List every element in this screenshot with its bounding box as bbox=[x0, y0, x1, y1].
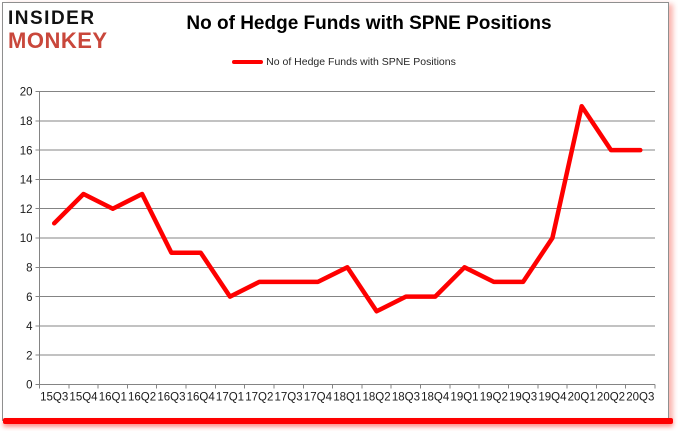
svg-text:18Q2: 18Q2 bbox=[363, 392, 391, 404]
insider-monkey-logo: INSIDER MONKEY bbox=[8, 9, 108, 52]
legend: No of Hedge Funds with SPNE Positions bbox=[40, 56, 648, 68]
svg-text:15Q3: 15Q3 bbox=[40, 392, 68, 404]
logo-insider-text: INSIDER bbox=[8, 8, 96, 29]
svg-text:8: 8 bbox=[26, 263, 32, 275]
svg-text:18Q4: 18Q4 bbox=[421, 392, 450, 404]
svg-text:20Q2: 20Q2 bbox=[597, 392, 625, 404]
svg-text:15Q4: 15Q4 bbox=[69, 392, 98, 404]
svg-text:4: 4 bbox=[26, 321, 33, 333]
svg-text:19Q4: 19Q4 bbox=[538, 392, 567, 404]
legend-label: No of Hedge Funds with SPNE Positions bbox=[266, 56, 456, 68]
svg-text:17Q3: 17Q3 bbox=[275, 392, 303, 404]
svg-text:20Q3: 20Q3 bbox=[626, 392, 654, 404]
svg-text:19Q1: 19Q1 bbox=[450, 392, 478, 404]
svg-text:0: 0 bbox=[26, 380, 32, 392]
svg-text:16Q4: 16Q4 bbox=[187, 392, 216, 404]
svg-text:19Q3: 19Q3 bbox=[509, 392, 537, 404]
chart-title: No of Hedge Funds with SPNE Positions bbox=[186, 13, 552, 34]
svg-text:18: 18 bbox=[20, 116, 33, 128]
svg-text:19Q2: 19Q2 bbox=[480, 392, 508, 404]
svg-text:16Q1: 16Q1 bbox=[99, 392, 127, 404]
svg-text:10: 10 bbox=[20, 233, 33, 245]
svg-text:20: 20 bbox=[20, 87, 33, 99]
red-underline-bar bbox=[3, 418, 673, 424]
svg-text:6: 6 bbox=[26, 292, 32, 304]
svg-text:17Q4: 17Q4 bbox=[304, 392, 333, 404]
svg-text:17Q1: 17Q1 bbox=[216, 392, 244, 404]
svg-text:20Q1: 20Q1 bbox=[568, 392, 596, 404]
svg-text:17Q2: 17Q2 bbox=[245, 392, 273, 404]
svg-text:2: 2 bbox=[26, 350, 32, 362]
svg-text:16Q3: 16Q3 bbox=[157, 392, 185, 404]
svg-text:12: 12 bbox=[20, 204, 33, 216]
logo-monkey-text: MONKEY bbox=[8, 28, 108, 53]
svg-text:18Q1: 18Q1 bbox=[333, 392, 361, 404]
svg-text:16Q2: 16Q2 bbox=[128, 392, 156, 404]
svg-text:18Q3: 18Q3 bbox=[392, 392, 420, 404]
legend-line-marker bbox=[232, 60, 264, 64]
svg-text:16: 16 bbox=[20, 145, 33, 157]
svg-text:14: 14 bbox=[20, 175, 33, 187]
